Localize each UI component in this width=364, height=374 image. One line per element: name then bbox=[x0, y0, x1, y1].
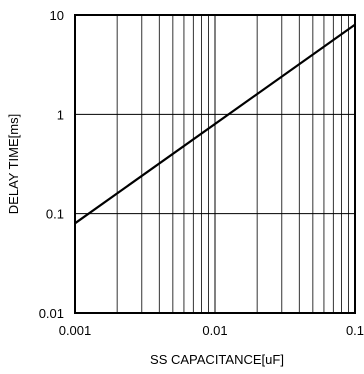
y-tick-label: 0.01 bbox=[39, 306, 64, 321]
y-tick-label: 10 bbox=[50, 8, 64, 23]
y-axis-title: DELAY TIME[ms] bbox=[6, 114, 21, 214]
y-tick-label: 0.1 bbox=[46, 207, 64, 222]
x-tick-label: 0.1 bbox=[346, 323, 364, 338]
y-tick-labels: 10 1 0.1 0.01 bbox=[39, 8, 64, 321]
series-layer bbox=[74, 23, 356, 225]
minor-grid bbox=[116, 15, 349, 313]
x-tick-label: 0.001 bbox=[59, 323, 92, 338]
x-tick-labels: 0.001 0.01 0.1 bbox=[59, 323, 364, 338]
x-tick-label: 0.01 bbox=[202, 323, 227, 338]
plot-frame bbox=[74, 14, 356, 314]
delay-time-line bbox=[74, 23, 356, 225]
y-tick-label: 1 bbox=[57, 107, 64, 122]
x-axis-title: SS CAPACITANCE[uF] bbox=[150, 352, 284, 367]
